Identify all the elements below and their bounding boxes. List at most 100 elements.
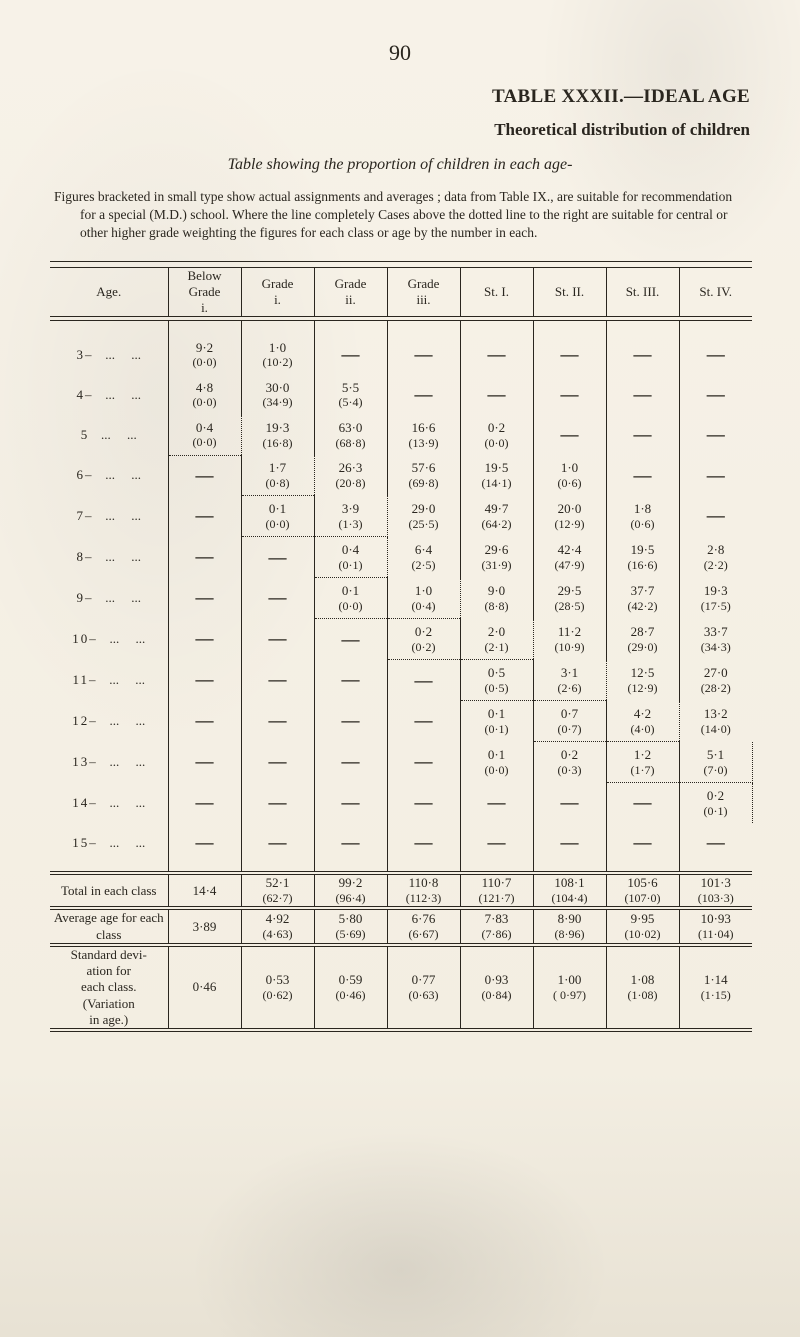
data-cell: 29·6(31·9) — [460, 537, 533, 578]
table-row: 9– ... ...——0·1(0·0)1·0(0·4)9·0(8·8)29·5… — [50, 578, 752, 619]
data-cell: — — [387, 783, 460, 824]
table-body: 3– ... ...9·2(0·0)1·0(10·2)——————4– ... … — [50, 321, 752, 872]
data-cell: 57·6(69·8) — [387, 455, 460, 496]
summary-cell: 9·95(10·02) — [606, 910, 679, 943]
table-row: 10– ... ...———0·2(0·2)2·0(2·1)11·2(10·9)… — [50, 619, 752, 660]
summary-row: Total in each class14·452·1(62·7)99·2(96… — [50, 875, 752, 907]
summary-cell: 99·2(96·4) — [314, 875, 387, 907]
summary-cell: 110·7(121·7) — [460, 875, 533, 907]
data-cell: 49·7(64·2) — [460, 496, 533, 537]
summary-cell: 0·46 — [168, 947, 241, 1029]
table-row: 12– ... ...————0·1(0·1)0·7(0·7)4·2(4·0)1… — [50, 701, 752, 742]
data-cell: — — [460, 783, 533, 824]
data-cell: — — [606, 375, 679, 415]
data-cell: 9·0(8·8) — [460, 578, 533, 619]
data-cell: 29·0(25·5) — [387, 496, 460, 537]
data-cell: 0·5(0·5) — [460, 660, 533, 701]
data-cell: — — [241, 823, 314, 863]
summary-label: Average age for each class — [50, 910, 168, 943]
data-cell: — — [679, 496, 752, 537]
data-cell: 11·2(10·9) — [533, 619, 606, 660]
summary-cell: 0·53(0·62) — [241, 947, 314, 1029]
table-row: 3– ... ...9·2(0·0)1·0(10·2)—————— — [50, 335, 752, 375]
data-cell: — — [241, 701, 314, 742]
data-cell: — — [679, 375, 752, 415]
age-cell: 7– ... ... — [50, 496, 168, 537]
summary-cell: 5·80(5·69) — [314, 910, 387, 943]
data-cell: — — [314, 335, 387, 375]
data-cell: — — [168, 578, 241, 619]
summary-cell: 1·00( 0·97) — [533, 947, 606, 1029]
data-cell: 19·5(14·1) — [460, 455, 533, 496]
table-row: 5 ... ...0·4(0·0)19·3(16·8)63·0(68·8)16·… — [50, 415, 752, 456]
data-cell: 37·7(42·2) — [606, 578, 679, 619]
data-cell: 0·1(0·0) — [460, 742, 533, 783]
data-cell: — — [606, 783, 679, 824]
data-cell: 29·5(28·5) — [533, 578, 606, 619]
data-cell: — — [168, 783, 241, 824]
data-cell: — — [168, 537, 241, 578]
table-caption: Table showing the proportion of children… — [50, 156, 750, 174]
summary-cell: 8·90(8·96) — [533, 910, 606, 943]
age-cell: 8– ... ... — [50, 537, 168, 578]
summary-cell: 14·4 — [168, 875, 241, 907]
col-header-grade_i: Gradei. — [241, 267, 314, 316]
summary-cell: 0·59(0·46) — [314, 947, 387, 1029]
age-cell: 12– ... ... — [50, 701, 168, 742]
age-cell: 9– ... ... — [50, 578, 168, 619]
data-cell: — — [314, 823, 387, 863]
data-cell: — — [314, 619, 387, 660]
data-cell: — — [533, 335, 606, 375]
data-cell: — — [241, 537, 314, 578]
notes-paragraph: Figures bracketed in small type show act… — [54, 188, 746, 243]
age-cell: 13– ... ... — [50, 742, 168, 783]
data-cell: 1·0(10·2) — [241, 335, 314, 375]
data-cell: 1·2(1·7) — [606, 742, 679, 783]
data-cell: — — [606, 335, 679, 375]
data-cell: — — [314, 742, 387, 783]
data-cell: 27·0(28·2) — [679, 660, 752, 701]
table-number-title: TABLE XXXII.—IDEAL AGE — [50, 86, 750, 108]
data-cell: 0·7(0·7) — [533, 701, 606, 742]
table-row: 6– ... ...—1·7(0·8)26·3(20·8)57·6(69·8)1… — [50, 455, 752, 496]
data-cell: 2·0(2·1) — [460, 619, 533, 660]
data-cell: — — [533, 375, 606, 415]
data-cell: 30·0(34·9) — [241, 375, 314, 415]
data-cell: 0·4(0·1) — [314, 537, 387, 578]
summary-row: Standard devi-ation foreach class.(Varia… — [50, 947, 752, 1029]
data-cell: 0·1(0·0) — [241, 496, 314, 537]
data-cell: 19·3(16·8) — [241, 415, 314, 456]
summary-cell: 1·08(1·08) — [606, 947, 679, 1029]
table-subtitle: Theoretical distribution of children — [50, 120, 750, 140]
data-cell: 1·7(0·8) — [241, 455, 314, 496]
data-cell: 1·8(0·6) — [606, 496, 679, 537]
data-cell: 13·2(14·0) — [679, 701, 752, 742]
data-cell: 16·6(13·9) — [387, 415, 460, 456]
col-header-st_i: St. I. — [460, 267, 533, 316]
data-cell: — — [241, 619, 314, 660]
table-row: 7– ... ... — 0·1(0·0)3·9(1·3)29·0(25·5)49·… — [50, 496, 752, 537]
data-cell: 28·7(29·0) — [606, 619, 679, 660]
col-header-age: Age. — [50, 267, 168, 316]
data-cell: — — [387, 335, 460, 375]
data-cell: — — [314, 783, 387, 824]
data-cell: — — [679, 823, 752, 863]
data-cell: — — [241, 660, 314, 701]
data-cell: — — [460, 375, 533, 415]
data-cell: 2·8(2·2) — [679, 537, 752, 578]
page: 90 TABLE XXXII.—IDEAL AGE Theoretical di… — [0, 0, 800, 1337]
data-table: Age.BelowGradei.Gradei.Gradeii.Gradeiii.… — [50, 261, 753, 1033]
col-header-st_iii: St. III. — [606, 267, 679, 316]
data-cell: — — [387, 742, 460, 783]
age-cell: 6– ... ... — [50, 455, 168, 496]
age-cell: 11– ... ... — [50, 660, 168, 701]
summary-cell: 108·1(104·4) — [533, 875, 606, 907]
data-cell: 63·0(68·8) — [314, 415, 387, 456]
data-cell: 20·0(12·9) — [533, 496, 606, 537]
col-header-st_iv: St. IV. — [679, 267, 752, 316]
col-header-st_ii: St. II. — [533, 267, 606, 316]
summary-cell: 101·3(103·3) — [679, 875, 752, 907]
data-cell: — — [533, 783, 606, 824]
data-cell: 19·5(16·6) — [606, 537, 679, 578]
data-cell: 3·9(1·3) — [314, 496, 387, 537]
